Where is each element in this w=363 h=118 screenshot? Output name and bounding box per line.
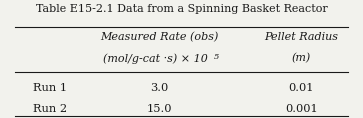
Text: Run 2: Run 2 bbox=[33, 104, 67, 114]
Text: 0.01: 0.01 bbox=[289, 83, 314, 93]
Text: 5: 5 bbox=[213, 53, 219, 61]
Text: Measured Rate (obs): Measured Rate (obs) bbox=[101, 32, 219, 42]
Text: (m): (m) bbox=[291, 53, 311, 63]
Text: 0.001: 0.001 bbox=[285, 104, 318, 114]
Text: Run 1: Run 1 bbox=[33, 83, 67, 93]
Text: Pellet Radius: Pellet Radius bbox=[264, 32, 338, 42]
Text: 15.0: 15.0 bbox=[147, 104, 172, 114]
Text: 3.0: 3.0 bbox=[151, 83, 169, 93]
Text: Table E15-2.1 Data from a Spinning Basket Reactor: Table E15-2.1 Data from a Spinning Baske… bbox=[36, 4, 327, 14]
Text: (mol/g-cat ·s) × 10: (mol/g-cat ·s) × 10 bbox=[103, 53, 208, 64]
